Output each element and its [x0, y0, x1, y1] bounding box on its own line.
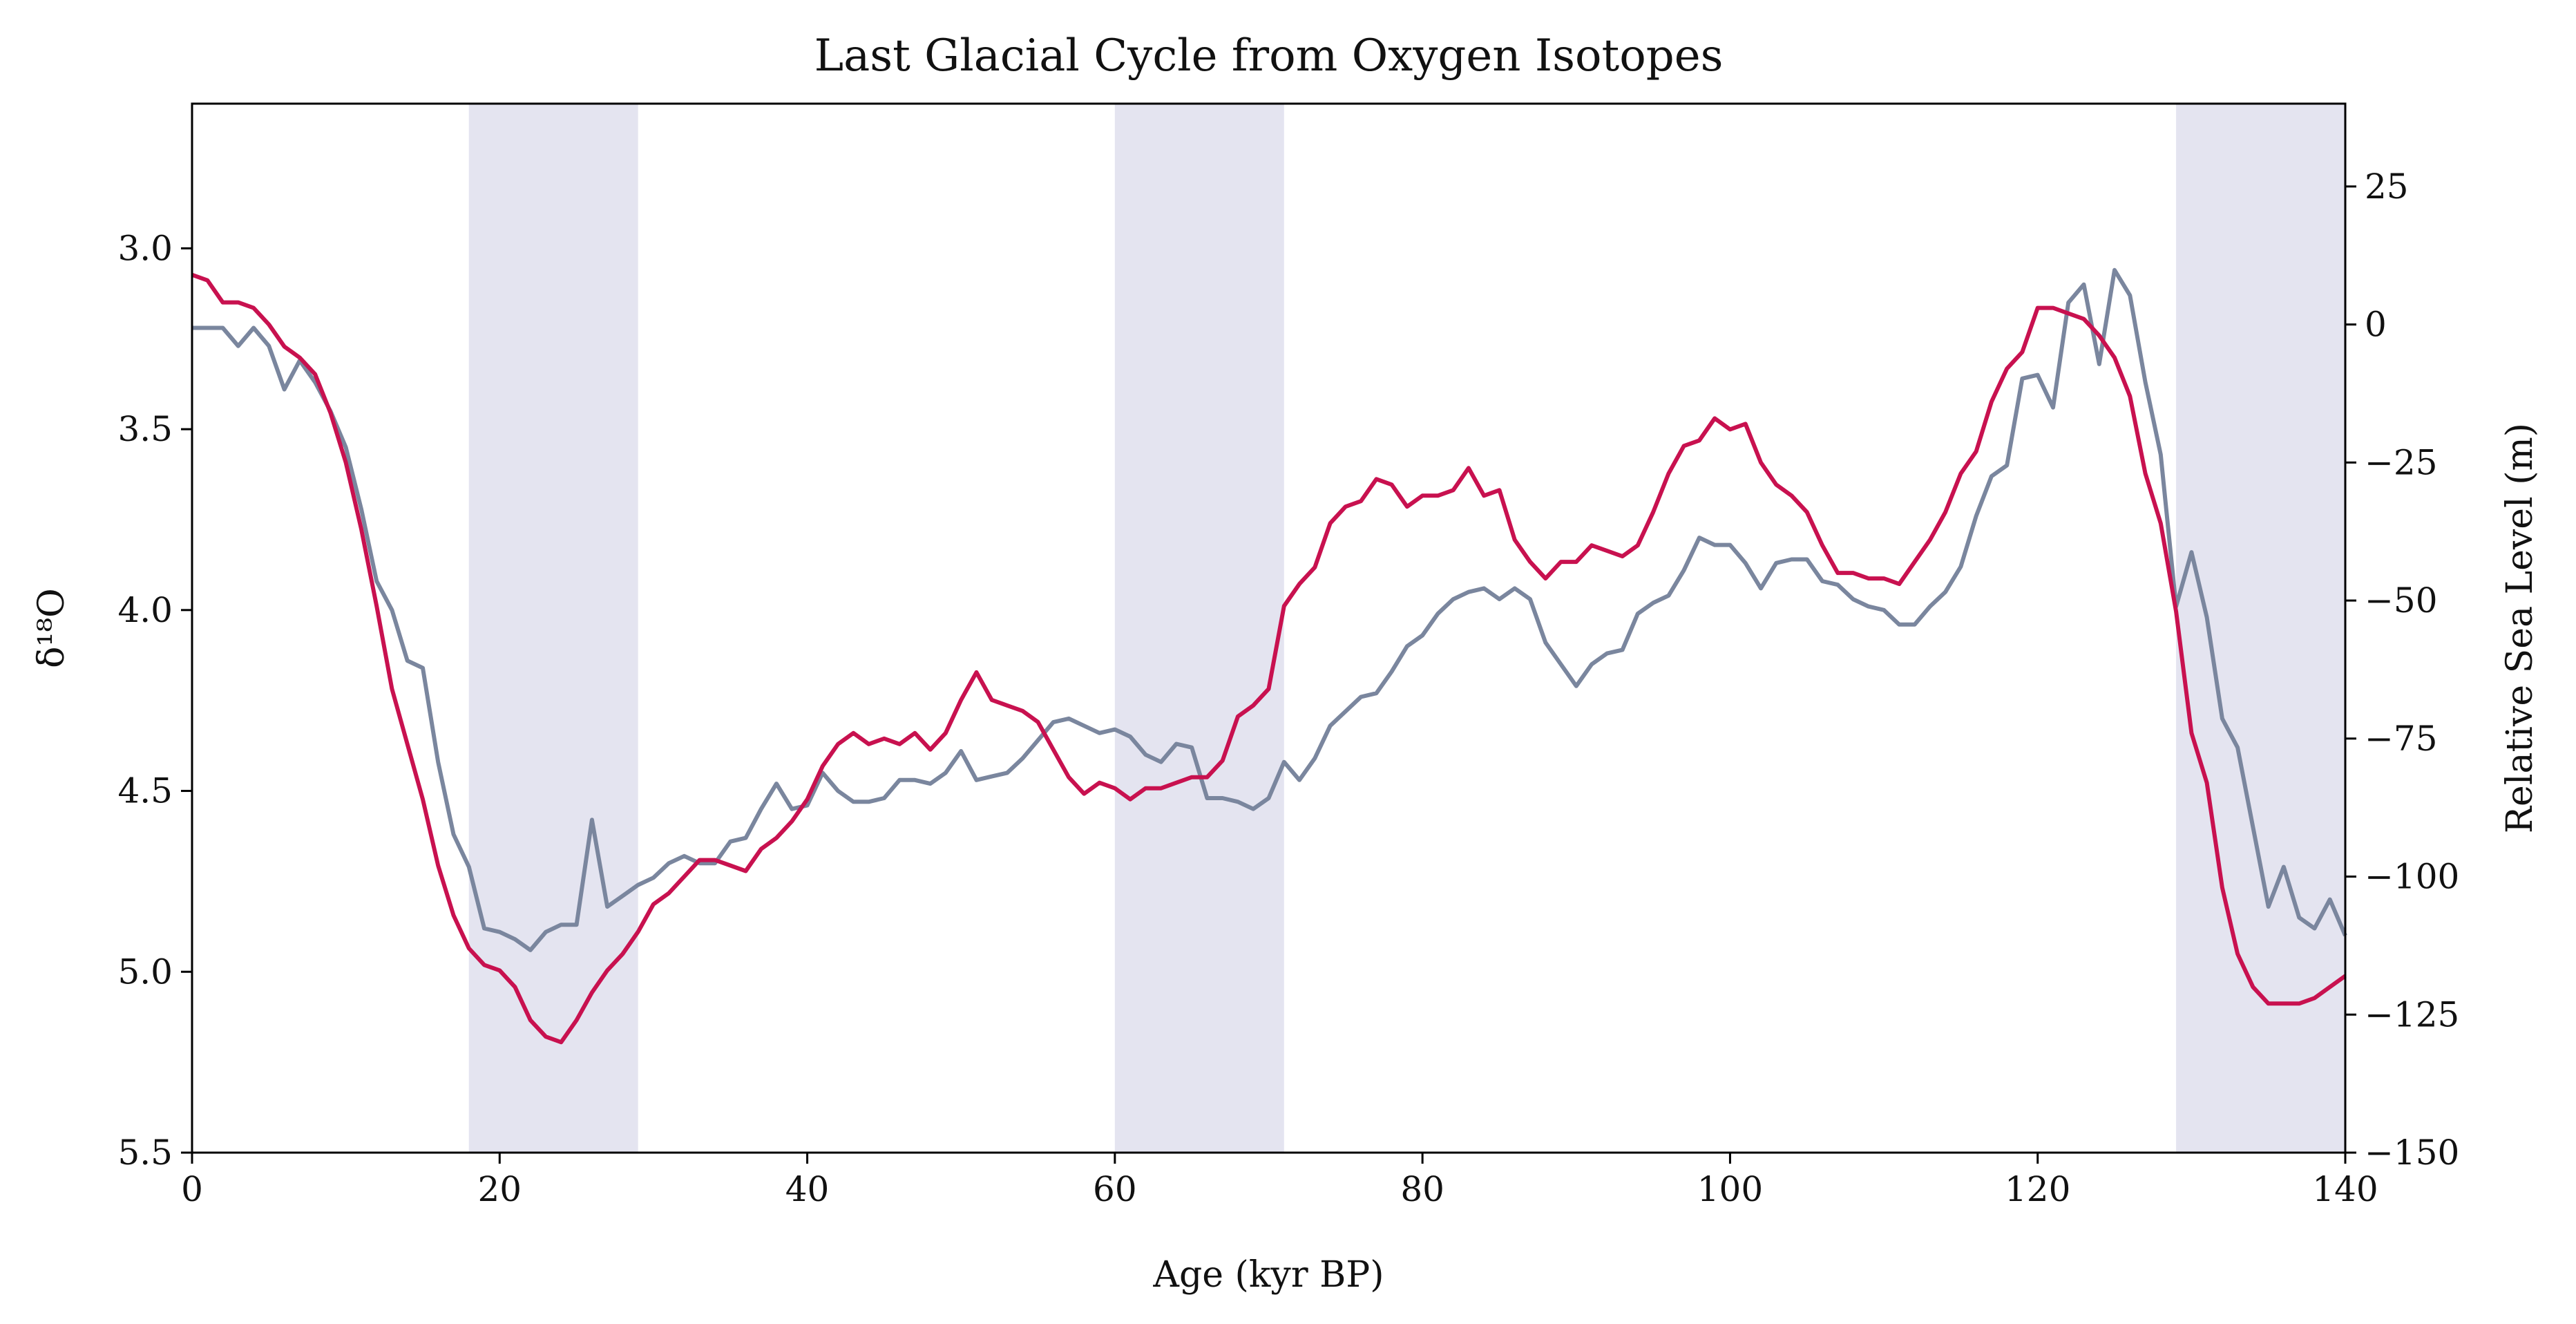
chart-title: Last Glacial Cycle from Oxygen Isotopes — [814, 30, 1724, 82]
shaded-interval-2 — [2176, 104, 2345, 1153]
left-y-tick-label: 5.0 — [117, 952, 173, 992]
d18o-line — [192, 267, 2347, 952]
left-y-tick-label: 3.5 — [117, 409, 173, 449]
x-tick-label: 20 — [477, 1169, 522, 1209]
x-tick-label: 140 — [2312, 1169, 2378, 1209]
x-tick-label: 40 — [785, 1169, 830, 1209]
right-y-tick-label: −150 — [2365, 1133, 2459, 1173]
left-y-tick-label: 5.5 — [117, 1133, 173, 1173]
right-y-tick-label: −125 — [2365, 994, 2459, 1034]
left-y-tick-label: 4.0 — [117, 590, 173, 630]
plot-frame — [191, 102, 2347, 1154]
right-y-tick-label: −50 — [2365, 580, 2438, 621]
left-y-tick-label: 4.5 — [117, 771, 173, 811]
left-y-tick-label: 3.0 — [117, 228, 173, 268]
shaded-intervals — [468, 104, 2345, 1153]
sea-level-line — [191, 272, 2347, 1045]
x-tick-label: 100 — [1697, 1169, 1763, 1209]
x-tick-label: 0 — [181, 1169, 203, 1209]
shaded-interval-1 — [1114, 104, 1284, 1153]
right-y-tick-label: −25 — [2365, 442, 2438, 482]
right-y-axis-ticks: 25 0 −25 −50 −75 −100 −125 −150 — [2345, 167, 2459, 1173]
right-y-tick-label: −75 — [2365, 719, 2438, 759]
shaded-interval-0 — [468, 104, 638, 1153]
x-tick-label: 60 — [1093, 1169, 1137, 1209]
x-axis-ticks: 0 20 40 60 80 100 120 140 — [181, 1153, 2378, 1209]
left-y-axis-ticks: 3.0 3.5 4.0 4.5 5.0 5.5 — [117, 228, 192, 1173]
series-lines — [191, 267, 2347, 1045]
right-y-tick-label: 0 — [2365, 305, 2387, 345]
right-y-tick-label: 25 — [2365, 167, 2409, 207]
x-tick-label: 120 — [2005, 1169, 2070, 1209]
right-y-axis-label: Relative Sea Level (m) — [2499, 423, 2541, 833]
left-y-axis-label: δ¹⁸O — [31, 588, 73, 668]
right-y-tick-label: −100 — [2365, 857, 2459, 897]
x-tick-label: 80 — [1400, 1169, 1444, 1209]
x-axis-label: Age (kyr BP) — [1152, 1254, 1384, 1296]
